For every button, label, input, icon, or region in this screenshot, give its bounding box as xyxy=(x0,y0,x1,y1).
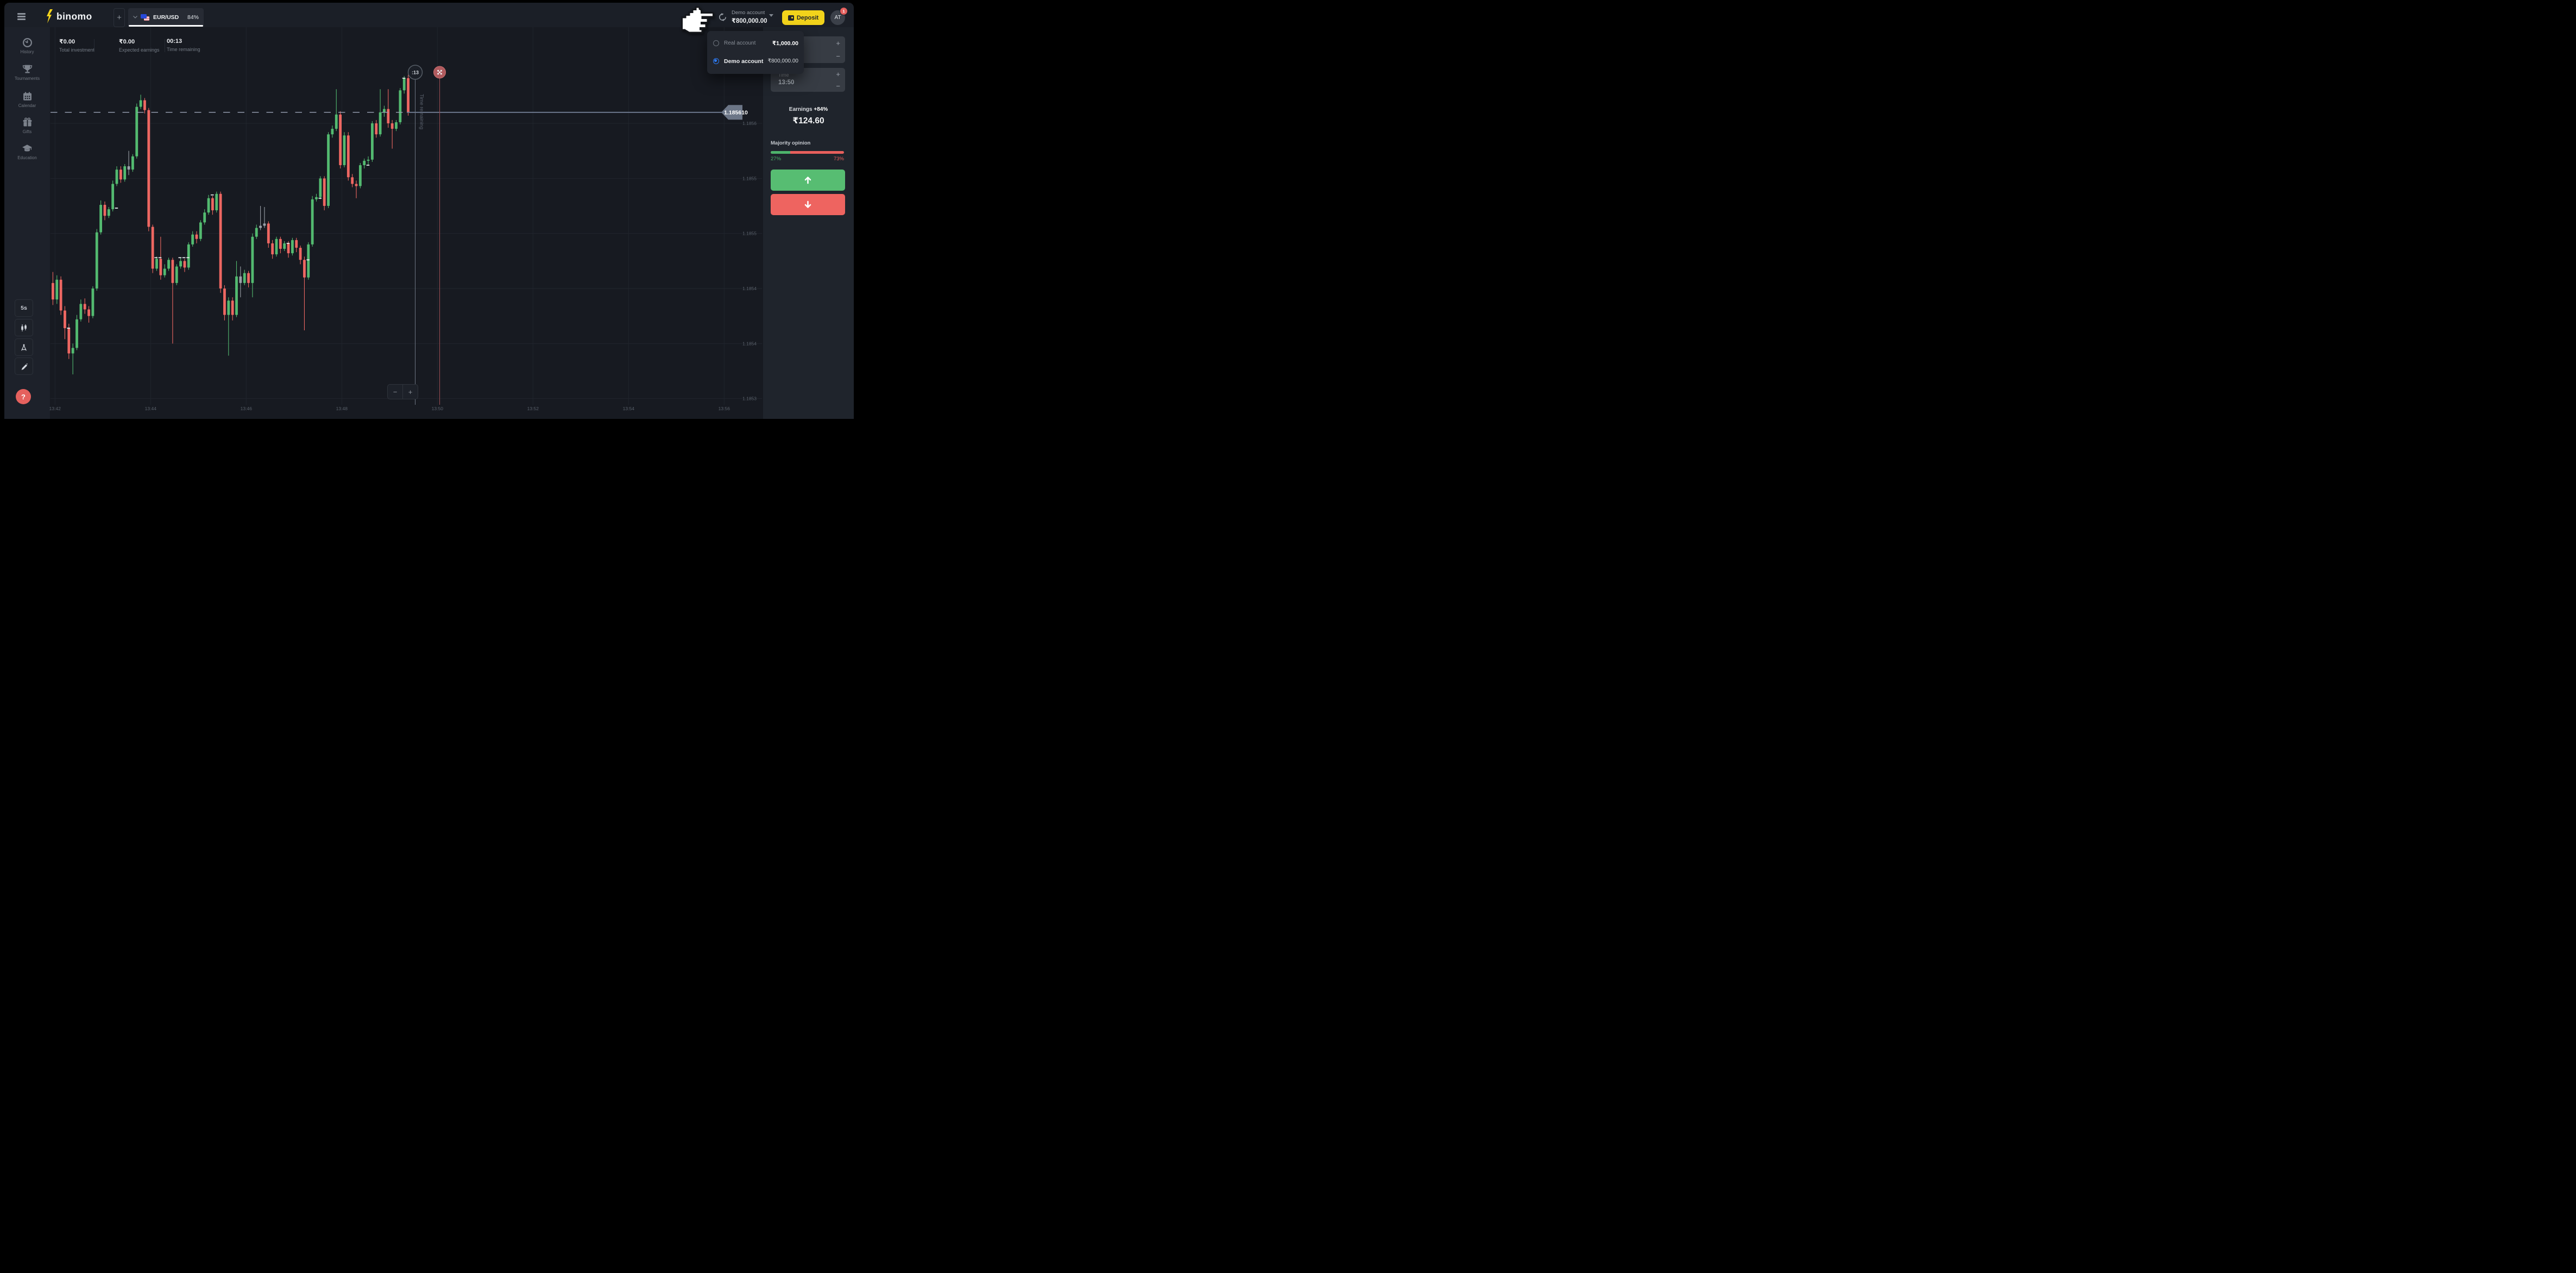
radio-selected-icon[interactable] xyxy=(713,58,719,64)
graduation-cap-icon xyxy=(22,145,32,152)
eu-flag-icon xyxy=(141,14,147,18)
time-decrease-button[interactable]: − xyxy=(836,81,840,90)
timeframe-button[interactable]: 5s xyxy=(15,299,33,317)
majority-opinion-bar xyxy=(771,151,844,154)
deposit-button[interactable]: Deposit xyxy=(782,10,824,25)
sidebar-item-calendar[interactable]: Calendar xyxy=(4,91,50,108)
majority-opinion-percents: 27% 73% xyxy=(771,156,844,162)
clock-icon xyxy=(22,38,32,47)
notification-badge: 1 xyxy=(840,7,848,15)
majority-up-segment xyxy=(771,151,791,154)
time-field-value: 13:50 xyxy=(778,79,795,86)
pair-name: EUR/USD xyxy=(153,14,179,21)
investment-increase-button[interactable]: + xyxy=(836,39,840,47)
brand-name: binomo xyxy=(56,10,92,22)
account-dropdown-menu: Real account ₹1,000.00 Demo account ₹800… xyxy=(707,31,804,74)
majority-down-percent: 73% xyxy=(833,156,844,162)
sidebar-item-tournaments[interactable]: Tournaments xyxy=(4,64,50,81)
zoom-in-button[interactable]: + xyxy=(403,384,418,399)
candles-icon xyxy=(21,324,27,331)
call-up-button[interactable] xyxy=(771,170,845,191)
time-increase-button[interactable]: + xyxy=(836,70,840,78)
indicators-compass-icon xyxy=(21,343,27,351)
stat-time-remaining: 00:13 Time remaining xyxy=(167,38,200,52)
real-account-balance: ₹1,000.00 xyxy=(772,40,798,47)
stat-total-investment: ₹0.00 Total investment xyxy=(59,39,95,53)
us-flag-icon xyxy=(144,16,149,21)
earnings-amount: ₹124.60 xyxy=(792,116,824,126)
currency-pair-flags-icon xyxy=(141,14,150,21)
sidebar-item-education[interactable]: Education xyxy=(4,143,50,160)
asset-tab-eurusd[interactable]: EUR/USD 84% xyxy=(128,8,204,27)
radio-unselected-icon[interactable] xyxy=(713,40,719,46)
add-asset-tab-button[interactable]: + xyxy=(114,8,125,27)
help-button[interactable]: ? xyxy=(16,389,31,404)
indicators-button[interactable] xyxy=(15,338,33,356)
pencil-icon xyxy=(21,363,28,370)
refresh-accounts-icon[interactable] xyxy=(718,12,727,22)
chart-zoom-controls: − + xyxy=(387,384,418,399)
sidebar-item-history[interactable]: History xyxy=(4,37,50,54)
chevron-down-icon xyxy=(133,16,137,18)
cursor-hand-icon xyxy=(681,6,714,34)
put-down-button[interactable] xyxy=(771,194,845,215)
menu-icon[interactable] xyxy=(17,13,26,20)
chart-type-button[interactable] xyxy=(15,319,33,336)
sidebar-item-gifts[interactable]: Gifts xyxy=(4,117,50,134)
account-type: Demo account xyxy=(732,10,765,16)
demo-account-balance: ₹800,000.00 xyxy=(767,58,798,64)
binomo-logo: binomo xyxy=(46,9,92,23)
trophy-icon xyxy=(22,65,32,73)
arrow-up-icon xyxy=(804,177,811,184)
earnings-percent: +84% xyxy=(814,106,828,112)
wallet-icon xyxy=(788,15,794,21)
lightning-icon xyxy=(47,9,53,23)
menu-item-real-account[interactable]: Real account ₹1,000.00 xyxy=(707,34,804,52)
calendar-icon xyxy=(23,92,32,101)
time-field-label: Time xyxy=(778,72,789,78)
stat-expected-earnings: ₹0.00 Expected earnings xyxy=(119,39,160,53)
zoom-out-button[interactable]: − xyxy=(387,384,403,399)
gift-icon xyxy=(23,117,32,127)
trade-panel xyxy=(763,27,854,419)
stat-divider xyxy=(94,39,95,52)
account-balance: ₹800,000.00 xyxy=(732,18,767,24)
chart-area[interactable] xyxy=(50,27,763,419)
drawing-tools-button[interactable] xyxy=(15,358,33,375)
investment-decrease-button[interactable]: − xyxy=(836,52,840,61)
majority-up-percent: 27% xyxy=(771,156,782,162)
menu-item-demo-account[interactable]: Demo account ₹800,000.00 xyxy=(707,52,804,70)
arrow-down-icon xyxy=(804,200,811,208)
active-tab-underline xyxy=(129,25,203,27)
majority-opinion-label: Majority opinion xyxy=(771,140,811,146)
account-switcher[interactable]: Demo account ₹800,000.00 xyxy=(732,10,771,24)
binomo-trading-screen: { "topbar": { "brand": "binomo", "plus_t… xyxy=(0,0,859,424)
earnings-summary: Earnings +84% ₹124.60 xyxy=(763,106,854,126)
account-caret-icon[interactable] xyxy=(769,14,773,17)
payout-percent: 84% xyxy=(187,14,199,21)
